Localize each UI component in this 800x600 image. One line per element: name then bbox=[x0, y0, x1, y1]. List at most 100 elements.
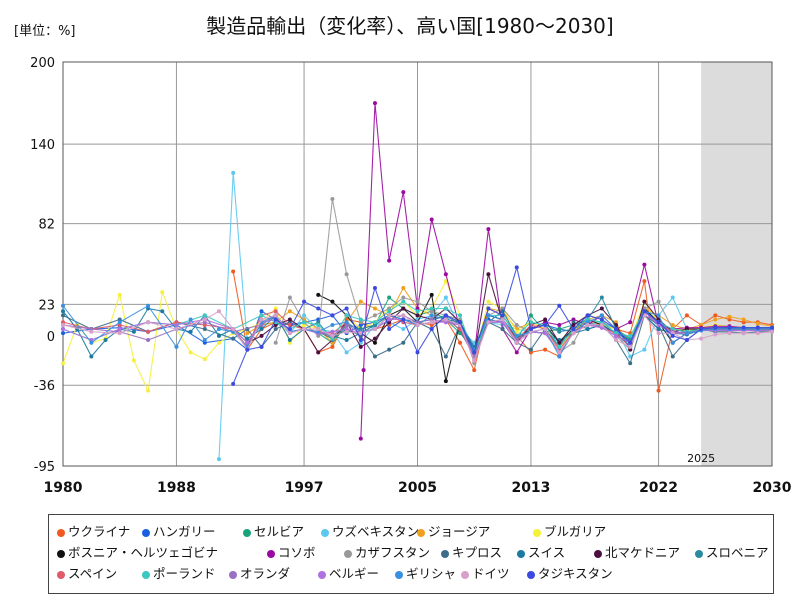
legend-item: ギリシャ bbox=[395, 563, 456, 582]
data-point bbox=[770, 329, 774, 334]
data-point bbox=[429, 320, 434, 325]
legend-marker bbox=[243, 528, 251, 537]
data-point bbox=[699, 336, 704, 341]
data-point bbox=[174, 320, 179, 325]
data-point bbox=[642, 306, 647, 311]
data-point bbox=[202, 338, 207, 343]
data-point bbox=[670, 327, 675, 332]
data-point bbox=[755, 325, 760, 330]
data-point bbox=[61, 322, 65, 327]
data-point bbox=[500, 306, 505, 311]
data-point bbox=[401, 295, 406, 300]
series-line bbox=[218, 172, 772, 460]
data-point bbox=[741, 331, 746, 336]
legend-marker bbox=[417, 528, 425, 537]
legend-item: スロベニア bbox=[695, 542, 769, 561]
data-point bbox=[514, 329, 519, 334]
legend-item: スペイン bbox=[57, 563, 117, 582]
data-point bbox=[344, 320, 349, 325]
data-point bbox=[571, 320, 576, 325]
data-point bbox=[443, 295, 448, 300]
data-point bbox=[401, 190, 406, 195]
data-point bbox=[614, 327, 619, 332]
data-point bbox=[415, 299, 420, 304]
data-point bbox=[557, 322, 562, 327]
data-point bbox=[231, 381, 236, 386]
data-point bbox=[599, 317, 604, 322]
data-point bbox=[202, 313, 207, 318]
data-point bbox=[684, 338, 689, 343]
data-point bbox=[514, 333, 519, 338]
x-tick-label: 1997 bbox=[285, 480, 324, 496]
data-point bbox=[585, 327, 590, 332]
data-point bbox=[585, 313, 590, 318]
data-point bbox=[387, 295, 392, 300]
data-point bbox=[557, 327, 562, 332]
data-point bbox=[514, 340, 519, 345]
data-point bbox=[103, 338, 108, 343]
data-point bbox=[273, 306, 278, 311]
data-point bbox=[599, 295, 604, 300]
data-point bbox=[273, 317, 278, 322]
data-point bbox=[628, 347, 633, 352]
legend-marker bbox=[344, 549, 352, 558]
legend-label: ボスニア・ヘルツェゴビナ bbox=[68, 545, 219, 560]
data-point bbox=[316, 322, 321, 327]
data-point bbox=[599, 320, 604, 325]
data-point bbox=[287, 331, 292, 336]
data-point bbox=[316, 329, 321, 334]
legend-item: スイス bbox=[517, 542, 565, 561]
data-point bbox=[302, 299, 307, 304]
data-point bbox=[146, 320, 151, 325]
forecast-label: 2025 bbox=[687, 452, 715, 465]
data-point bbox=[358, 338, 363, 343]
data-point bbox=[557, 354, 562, 359]
legend: ウクライナ ハンガリー セルビア ウズベキスタン ジョージア ブルガリア ボスニア・ヘルツェ… bbox=[48, 514, 774, 594]
data-point bbox=[372, 322, 377, 327]
line-chart: 1980 1988 1997 2005 2013 2022 2030 200 140 82 23 -3… bbox=[30, 56, 792, 496]
data-point bbox=[670, 354, 675, 359]
data-point bbox=[358, 331, 363, 336]
data-point bbox=[628, 354, 633, 359]
y-tick-label: 200 bbox=[30, 56, 55, 71]
data-point bbox=[146, 388, 151, 393]
data-point bbox=[486, 227, 491, 232]
data-point bbox=[656, 388, 661, 393]
data-point bbox=[557, 350, 562, 355]
data-point bbox=[443, 306, 448, 311]
data-point bbox=[160, 290, 165, 295]
data-point bbox=[61, 309, 65, 314]
legend-marker bbox=[57, 528, 65, 537]
data-point bbox=[571, 340, 576, 345]
legend-label: ポーランド bbox=[153, 566, 216, 581]
legend-label: カザフスタン bbox=[355, 545, 431, 560]
legend-item: ドイツ bbox=[461, 563, 510, 582]
data-point bbox=[259, 309, 264, 314]
data-point bbox=[401, 313, 406, 318]
legend-item: ジョージア bbox=[417, 521, 490, 540]
legend-item: ウクライナ bbox=[57, 521, 130, 540]
data-point bbox=[670, 331, 675, 336]
data-point bbox=[358, 344, 363, 349]
data-point bbox=[656, 322, 661, 327]
data-point bbox=[656, 327, 661, 332]
data-point bbox=[415, 322, 420, 327]
data-point bbox=[401, 327, 406, 332]
data-point bbox=[656, 313, 661, 318]
data-point bbox=[401, 340, 406, 345]
legend-label: コソボ bbox=[278, 545, 316, 560]
data-point bbox=[642, 347, 647, 352]
data-point bbox=[202, 340, 207, 345]
data-point bbox=[358, 340, 363, 345]
data-point bbox=[372, 340, 377, 345]
legend-item: キプロス bbox=[441, 542, 502, 561]
data-point bbox=[415, 306, 420, 311]
data-point bbox=[287, 340, 292, 345]
data-point bbox=[231, 336, 236, 341]
legend-item: ボスニア・ヘルツェゴビナ bbox=[57, 542, 218, 561]
data-point bbox=[741, 325, 746, 330]
data-point bbox=[727, 314, 732, 319]
data-point bbox=[344, 306, 349, 311]
x-tick-label: 2030 bbox=[753, 480, 792, 496]
data-point bbox=[571, 327, 576, 332]
